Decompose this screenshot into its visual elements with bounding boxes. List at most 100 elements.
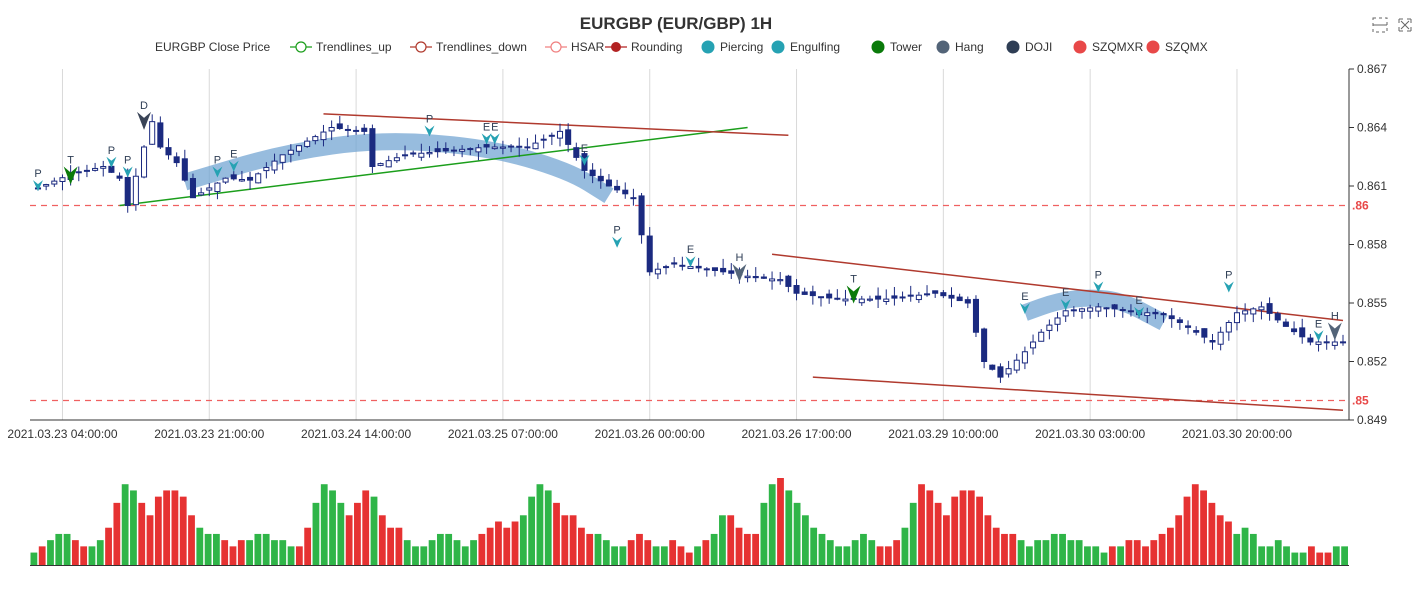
volume-bar xyxy=(719,515,726,565)
candle xyxy=(410,150,417,157)
candle xyxy=(1054,312,1061,332)
candle xyxy=(981,327,988,369)
volume-bar xyxy=(884,546,892,565)
pattern-marker: H xyxy=(1327,311,1342,341)
candle xyxy=(1217,326,1224,351)
candle xyxy=(769,271,776,290)
candle xyxy=(972,295,979,338)
legend-item[interactable]: Tower xyxy=(871,40,923,54)
volume-bar xyxy=(1108,546,1116,565)
volume-bar xyxy=(1283,546,1290,565)
volume-bar xyxy=(362,490,370,565)
volume-bar xyxy=(967,490,975,565)
pattern-label: P xyxy=(124,155,131,167)
legend-item[interactable]: DOJI xyxy=(1006,40,1053,54)
volume-bar xyxy=(569,515,577,565)
legend-item[interactable]: Engulfing xyxy=(771,40,841,54)
candle xyxy=(377,162,384,167)
candle xyxy=(1233,305,1240,331)
hsar-label: .86 xyxy=(1352,199,1369,213)
volume-bar xyxy=(329,490,336,565)
volume-bar xyxy=(370,496,378,565)
volume-bar xyxy=(1216,515,1224,565)
volume-bar xyxy=(710,533,718,565)
legend-item[interactable]: SZQMXR xyxy=(1073,40,1144,54)
volume-bar xyxy=(652,546,660,565)
candle xyxy=(556,123,564,147)
volume-bar xyxy=(279,540,287,565)
legend-item[interactable]: EURGBP Close Price xyxy=(155,40,270,54)
candle xyxy=(1323,335,1330,350)
restore-icon[interactable] xyxy=(1398,18,1412,32)
volume-bar xyxy=(1225,521,1232,565)
price-axes: 2021.03.23 04:00:00 2021.03.23 21:00:00 20… xyxy=(7,62,1387,441)
volume-bar xyxy=(486,527,494,565)
candle xyxy=(1103,307,1110,318)
volume-bar xyxy=(1341,546,1348,565)
volume-bar xyxy=(1042,540,1050,565)
legend-item[interactable]: Rounding xyxy=(605,40,682,54)
trendline-down xyxy=(323,113,789,137)
pattern-label: E xyxy=(491,121,498,133)
x-tick-label: 2021.03.26 00:00:00 xyxy=(595,427,705,441)
volume-bar xyxy=(453,540,461,565)
pattern-marker: P xyxy=(106,145,117,168)
volume-bar xyxy=(196,527,204,565)
volume-bar xyxy=(154,496,162,565)
candle xyxy=(214,182,221,200)
volume-bar xyxy=(1233,533,1241,565)
volume-bar xyxy=(594,533,602,565)
volume-bar xyxy=(1050,533,1058,565)
candle xyxy=(1095,303,1102,318)
volume-bar xyxy=(743,533,751,565)
volume-bar xyxy=(1208,502,1216,565)
candle xyxy=(605,174,612,187)
candle xyxy=(964,296,971,309)
volume-bars xyxy=(30,478,1349,566)
volume-bar xyxy=(1316,552,1324,565)
volume-bar xyxy=(312,502,320,565)
candle xyxy=(475,144,482,161)
pattern-label: P xyxy=(613,225,620,237)
volume-bar xyxy=(586,533,594,565)
candle xyxy=(1038,329,1045,342)
volume-bar xyxy=(685,552,693,565)
candle xyxy=(312,134,319,145)
legend-label: Trendlines_up xyxy=(316,40,392,54)
candle xyxy=(450,146,457,157)
volume-bar xyxy=(1266,546,1274,565)
trendlines xyxy=(119,113,1344,411)
candle xyxy=(247,171,254,190)
legend-item[interactable]: Hang xyxy=(936,40,984,54)
volume-bar xyxy=(403,540,411,565)
candle xyxy=(1021,346,1028,370)
pattern-label: E xyxy=(230,149,237,161)
volume-bar xyxy=(1059,533,1066,565)
legend-item[interactable]: Piercing xyxy=(701,40,764,54)
candle xyxy=(1078,307,1086,319)
legend-item[interactable]: SZQMX xyxy=(1146,40,1208,54)
zoom-icon[interactable] xyxy=(1372,17,1388,33)
legend-item[interactable]: HSAR xyxy=(545,40,605,54)
candle xyxy=(353,126,360,135)
rounding-arcs xyxy=(182,133,1168,331)
pattern-label: P xyxy=(1095,270,1102,282)
candle xyxy=(1168,308,1175,328)
volume-bar xyxy=(420,546,428,565)
candle xyxy=(141,145,148,179)
volume-bar xyxy=(992,527,1000,565)
x-tick-label: 2021.03.30 20:00:00 xyxy=(1182,427,1292,441)
pattern-label: D xyxy=(140,100,148,112)
candle xyxy=(622,182,629,199)
candle xyxy=(1013,353,1020,374)
candle xyxy=(75,166,82,182)
volume-bar xyxy=(1308,546,1315,565)
volume-bar xyxy=(1258,546,1266,565)
legend-item[interactable]: Trendlines_down xyxy=(410,40,527,54)
legend-item[interactable]: Trendlines_up xyxy=(290,40,392,54)
candle xyxy=(181,149,188,182)
volume-bar xyxy=(553,502,560,565)
volume-bar xyxy=(851,540,859,565)
y-tick-label: 0.864 xyxy=(1357,121,1387,135)
legend-label: Trendlines_down xyxy=(436,40,527,54)
